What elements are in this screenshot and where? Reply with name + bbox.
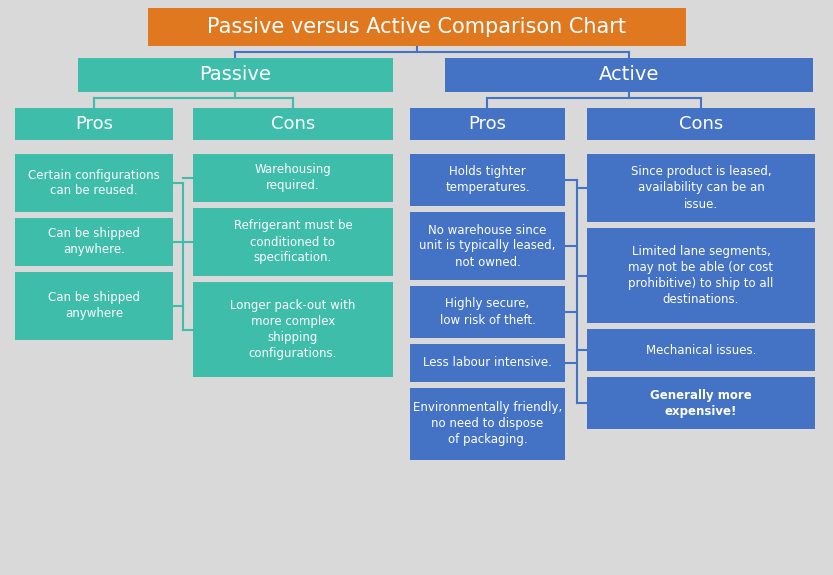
Text: Pros: Pros: [468, 115, 506, 133]
FancyBboxPatch shape: [148, 8, 686, 46]
FancyBboxPatch shape: [193, 282, 393, 377]
Text: Passive: Passive: [200, 66, 272, 85]
FancyBboxPatch shape: [445, 58, 813, 92]
Text: Mechanical issues.: Mechanical issues.: [646, 343, 756, 356]
Text: Cons: Cons: [271, 115, 315, 133]
Text: Pros: Pros: [75, 115, 113, 133]
Text: Less labour intensive.: Less labour intensive.: [423, 356, 552, 370]
Text: Since product is leased,
availability can be an
issue.: Since product is leased, availability ca…: [631, 166, 771, 210]
FancyBboxPatch shape: [15, 108, 173, 140]
FancyBboxPatch shape: [587, 228, 815, 323]
Text: Certain configurations
can be reused.: Certain configurations can be reused.: [28, 168, 160, 197]
Text: Limited lane segments,
may not be able (or cost
prohibitive) to ship to all
dest: Limited lane segments, may not be able (…: [628, 245, 774, 306]
Text: Passive versus Active Comparison Chart: Passive versus Active Comparison Chart: [207, 17, 626, 37]
FancyBboxPatch shape: [410, 344, 565, 382]
FancyBboxPatch shape: [587, 108, 815, 140]
Text: Can be shipped
anywhere: Can be shipped anywhere: [48, 292, 140, 320]
Text: Refrigerant must be
conditioned to
specification.: Refrigerant must be conditioned to speci…: [233, 220, 352, 264]
FancyBboxPatch shape: [410, 212, 565, 280]
Text: Warehousing
required.: Warehousing required.: [255, 163, 332, 193]
FancyBboxPatch shape: [410, 286, 565, 338]
Text: Can be shipped
anywhere.: Can be shipped anywhere.: [48, 228, 140, 256]
Text: Environmentally friendly,
no need to dispose
of packaging.: Environmentally friendly, no need to dis…: [413, 401, 562, 447]
FancyBboxPatch shape: [410, 388, 565, 460]
Text: Cons: Cons: [679, 115, 723, 133]
Text: Longer pack-out with
more complex
shipping
configurations.: Longer pack-out with more complex shippi…: [230, 299, 356, 360]
FancyBboxPatch shape: [15, 272, 173, 340]
FancyBboxPatch shape: [193, 208, 393, 276]
FancyBboxPatch shape: [410, 154, 565, 206]
FancyBboxPatch shape: [15, 218, 173, 266]
Text: Active: Active: [599, 66, 659, 85]
FancyBboxPatch shape: [410, 108, 565, 140]
FancyBboxPatch shape: [193, 154, 393, 202]
FancyBboxPatch shape: [587, 377, 815, 429]
Text: Highly secure,
low risk of theft.: Highly secure, low risk of theft.: [440, 297, 536, 327]
FancyBboxPatch shape: [193, 108, 393, 140]
Text: No warehouse since
unit is typically leased,
not owned.: No warehouse since unit is typically lea…: [419, 224, 556, 269]
FancyBboxPatch shape: [587, 329, 815, 371]
Text: Generally more
expensive!: Generally more expensive!: [650, 389, 752, 417]
FancyBboxPatch shape: [78, 58, 393, 92]
Text: Holds tighter
temperatures.: Holds tighter temperatures.: [445, 166, 530, 194]
FancyBboxPatch shape: [15, 154, 173, 212]
FancyBboxPatch shape: [587, 154, 815, 222]
